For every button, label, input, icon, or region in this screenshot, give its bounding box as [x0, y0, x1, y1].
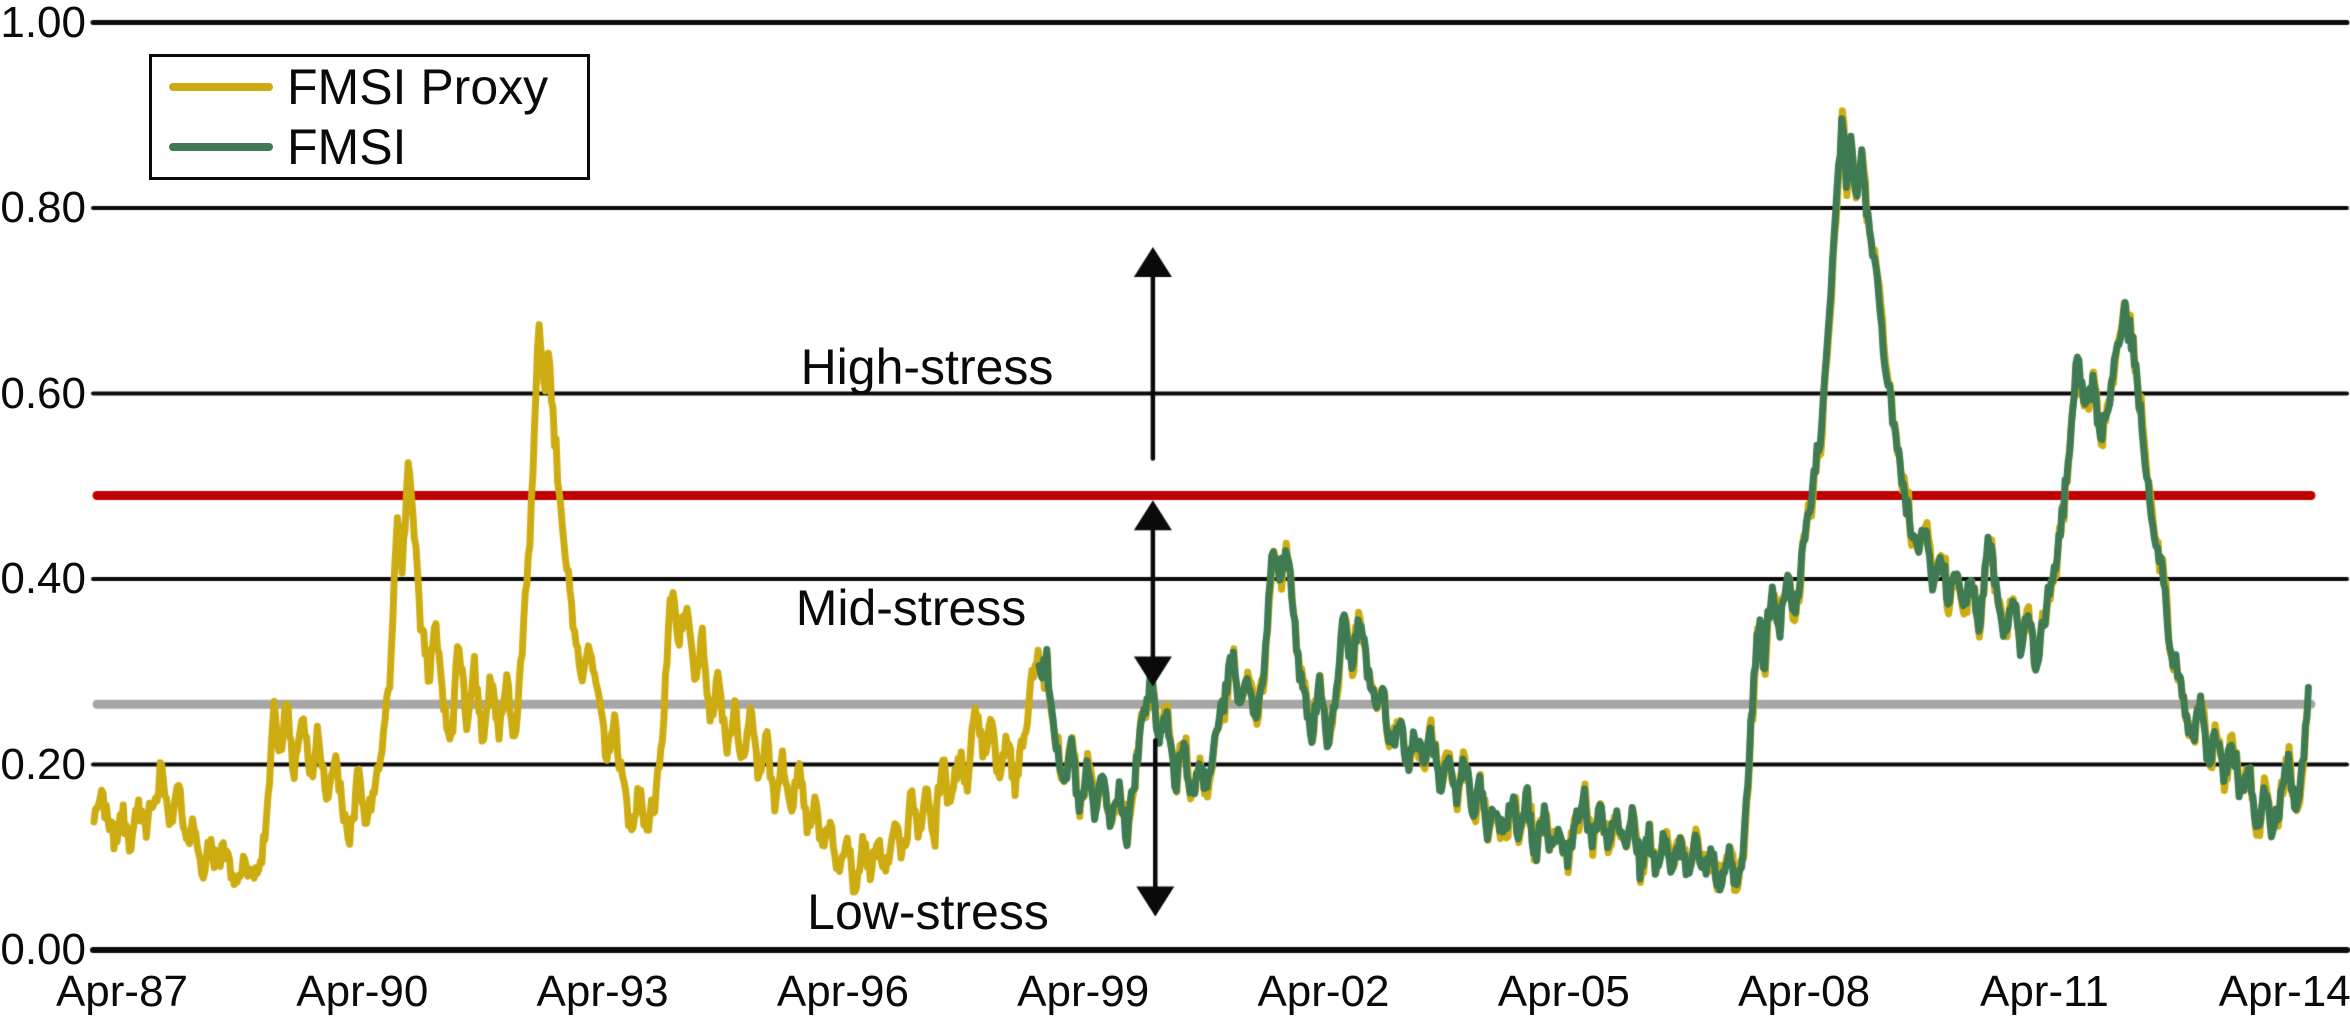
x-tick-Apr-11: Apr-11: [1979, 967, 2109, 1016]
x-tick-Apr-90: Apr-90: [296, 967, 429, 1016]
y-tick-0.60: 0.60: [0, 368, 86, 418]
legend-row-fmsi: FMSI: [169, 120, 587, 174]
legend-label-fmsi-proxy: FMSI Proxy: [287, 59, 549, 115]
x-tick-Apr-08: Apr-08: [1738, 967, 1871, 1016]
y-tick-1.00: 1.00: [0, 0, 86, 47]
x-tick-Apr-02: Apr-02: [1257, 967, 1390, 1016]
fmsi-line-swatch: [169, 143, 273, 151]
y-tick-0.80: 0.80: [0, 183, 86, 232]
x-tick-Apr-14: Apr-14: [2218, 967, 2350, 1016]
x-tick-Apr-87: Apr-87: [55, 967, 189, 1016]
high-stress-zone-label: High-stress: [800, 339, 1054, 395]
low-stress-zone-label: Low-stress: [807, 884, 1049, 940]
mid-stress-zone-label: Mid-stress: [795, 580, 1027, 636]
y-tick-0.00: 0.00: [0, 925, 86, 974]
legend-label-fmsi: FMSI: [287, 119, 407, 175]
y-tick-0.20: 0.20: [0, 739, 86, 789]
y-tick-0.40: 0.40: [0, 554, 86, 603]
x-tick-Apr-93: Apr-93: [536, 967, 669, 1016]
fmsi-proxy-line-swatch: [169, 83, 273, 91]
x-tick-Apr-05: Apr-05: [1497, 967, 1630, 1016]
x-tick-Apr-96: Apr-96: [776, 967, 909, 1016]
legend-row-fmsi-proxy: FMSI Proxy: [169, 60, 587, 114]
x-tick-Apr-99: Apr-99: [1017, 967, 1150, 1016]
chart-legend: FMSI Proxy FMSI: [149, 54, 590, 180]
